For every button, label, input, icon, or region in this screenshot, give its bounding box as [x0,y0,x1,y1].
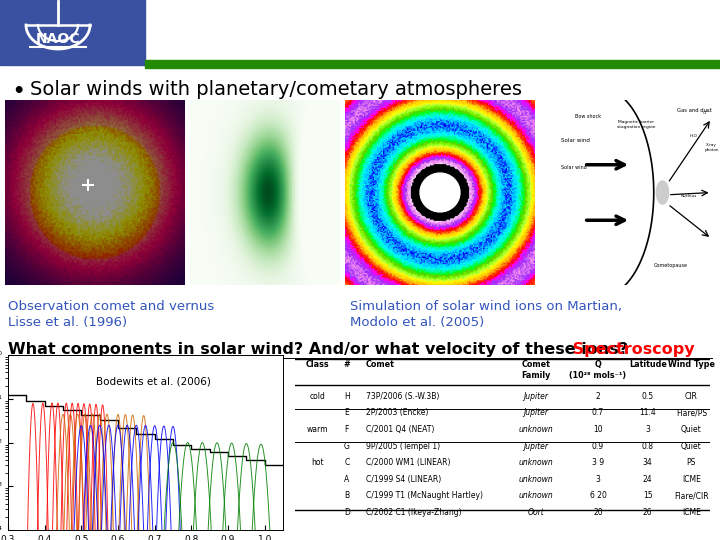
Text: ICME: ICME [682,475,701,484]
Text: B: B [344,491,349,501]
Text: 3: 3 [595,475,600,484]
Text: Lisse et al. (1996): Lisse et al. (1996) [8,316,127,329]
Text: Bodewits et al. (2006): Bodewits et al. (2006) [96,376,211,386]
Text: Jupiter: Jupiter [523,408,548,417]
Text: X-ray
photon: X-ray photon [704,143,719,152]
Text: 6 20: 6 20 [590,491,606,501]
Text: 73P/2006 (S.-W.3B): 73P/2006 (S.-W.3B) [366,392,439,401]
Text: Latitude: Latitude [629,360,667,369]
Text: F: F [345,425,349,434]
Ellipse shape [657,181,669,204]
Text: C/2002 C1 (Ikeya-Zhang): C/2002 C1 (Ikeya-Zhang) [366,508,462,517]
Text: Observation comet and vernus: Observation comet and vernus [8,300,215,313]
Bar [0,0,145,65]
Text: warm: warm [307,425,328,434]
Text: Q
(10²⁸ mols⁻¹): Q (10²⁸ mols⁻¹) [570,360,626,380]
Text: Comet: Comet [366,360,395,369]
Text: 0.9: 0.9 [592,442,604,450]
Text: 15: 15 [643,491,652,501]
Text: 9P/2005 (Tempel 1): 9P/2005 (Tempel 1) [366,442,440,450]
Text: Jupiter: Jupiter [523,442,548,450]
Text: 3: 3 [645,425,650,434]
Text: Wind Type: Wind Type [668,360,715,369]
Text: Oort: Oort [527,508,544,517]
Text: Cometopause: Cometopause [654,262,688,267]
Text: Solar wind: Solar wind [561,165,587,171]
Text: NAOC: NAOC [36,32,80,46]
Text: unknown: unknown [518,491,553,501]
Text: 26: 26 [643,508,652,517]
Text: E: E [344,408,349,417]
Text: C/1999 S4 (LINEAR): C/1999 S4 (LINEAR) [366,475,441,484]
Text: Bow shock: Bow shock [575,114,601,119]
Text: 11.4: 11.4 [639,408,656,417]
Text: H₂O: H₂O [690,134,698,138]
Text: Nucleus: Nucleus [680,194,697,198]
Text: 3 9: 3 9 [592,458,604,467]
Text: 0.7: 0.7 [592,408,604,417]
Text: unknown: unknown [518,458,553,467]
Text: Quiet: Quiet [681,442,702,450]
Text: Simulation of solar wind ions on Martian,: Simulation of solar wind ions on Martian… [350,300,622,313]
Text: H: H [344,392,350,401]
Text: hot: hot [312,458,324,467]
Text: 20: 20 [593,508,603,517]
Text: Class: Class [306,360,330,369]
Text: Jupiter: Jupiter [523,392,548,401]
Text: Flare/CIR: Flare/CIR [674,491,708,501]
Text: O⁶⁺: O⁶⁺ [703,111,710,115]
Text: ICME: ICME [682,508,701,517]
Text: •: • [12,82,24,101]
Text: CIR: CIR [685,392,698,401]
Text: C/2000 WM1 (LINEAR): C/2000 WM1 (LINEAR) [366,458,450,467]
Text: Solar wind: Solar wind [561,138,590,143]
Text: 0.8: 0.8 [642,442,654,450]
Text: unknown: unknown [518,475,553,484]
Text: 0.5: 0.5 [642,392,654,401]
Text: #: # [343,360,350,369]
Text: 34: 34 [643,458,652,467]
Text: What components in solar wind? And/or what velocity of these ions?: What components in solar wind? And/or wh… [8,342,628,357]
Text: 10: 10 [593,425,603,434]
Text: Quiet: Quiet [681,425,702,434]
Text: Comet
Family: Comet Family [521,360,550,380]
Text: C: C [344,458,349,467]
Text: C/1999 T1 (McNaught Hartley): C/1999 T1 (McNaught Hartley) [366,491,482,501]
Text: D: D [344,508,350,517]
Text: Solar winds with planetary/cometary atmospheres: Solar winds with planetary/cometary atmo… [30,80,522,99]
Text: Flare/PS: Flare/PS [676,408,707,417]
Text: Modolo et al. (2005): Modolo et al. (2005) [350,316,485,329]
Text: cold: cold [310,392,325,401]
Text: C/2001 Q4 (NEAT): C/2001 Q4 (NEAT) [366,425,434,434]
Text: Magnetic barrier
stagnation region: Magnetic barrier stagnation region [617,120,655,129]
Text: 2: 2 [595,392,600,401]
Text: unknown: unknown [518,425,553,434]
Text: A: A [344,475,349,484]
Text: G: G [344,442,350,450]
Text: Gas and dust: Gas and dust [677,107,711,112]
Text: PS: PS [687,458,696,467]
Text: Spectroscopy: Spectroscopy [567,342,695,357]
Circle shape [420,173,460,212]
Text: 2P/2003 (Encke): 2P/2003 (Encke) [366,408,428,417]
Text: 24: 24 [643,475,652,484]
Bar [145,60,720,68]
